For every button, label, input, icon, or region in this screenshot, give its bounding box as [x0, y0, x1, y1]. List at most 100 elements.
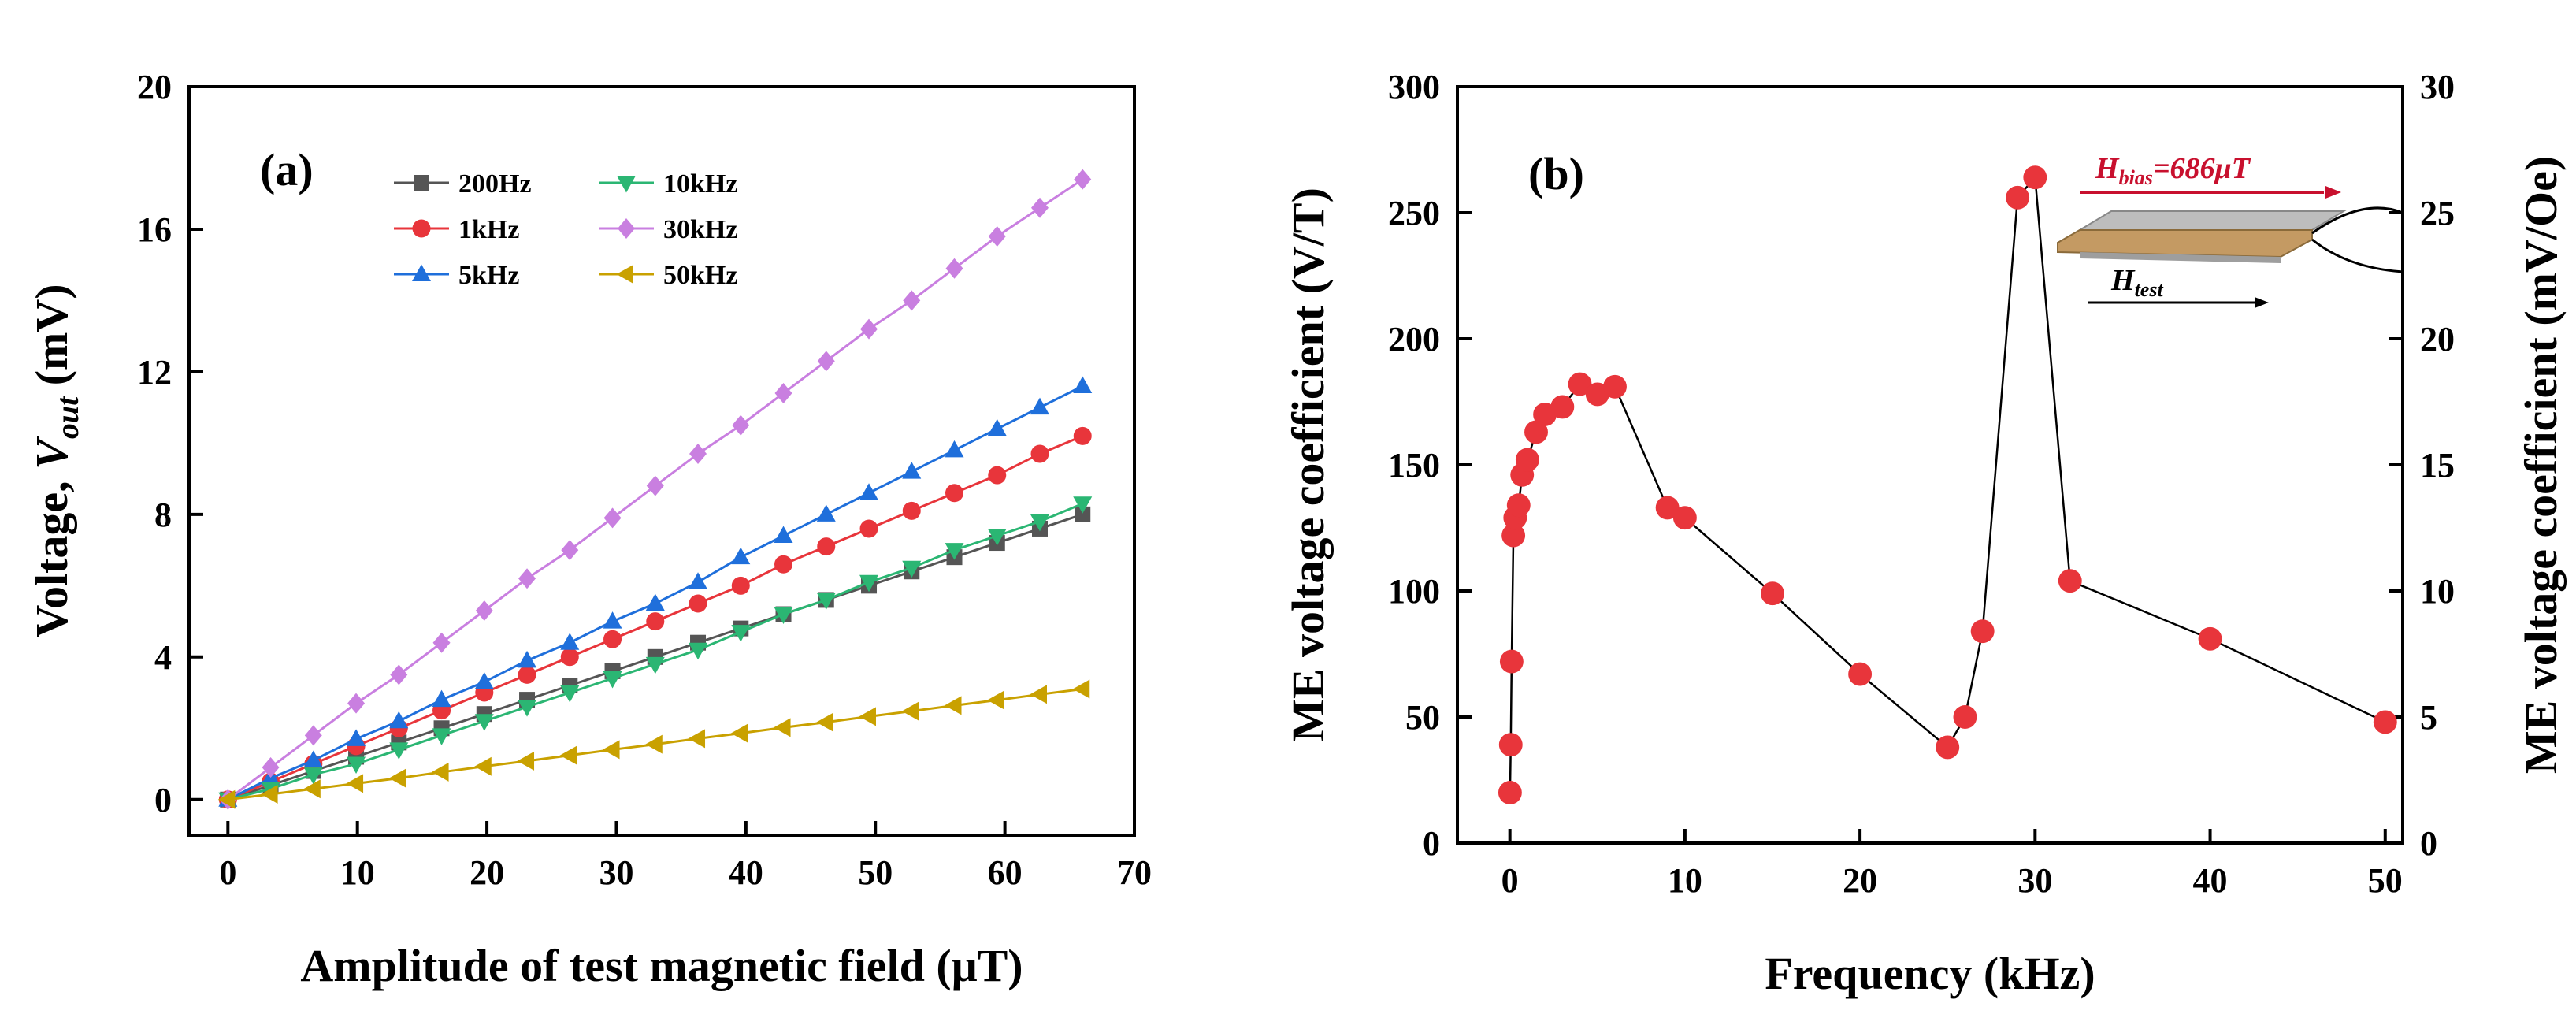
htest-arrowhead [2255, 297, 2269, 308]
data-point [432, 689, 451, 708]
data-point [2373, 710, 2397, 734]
panel-a-x-tick-label: 10 [340, 853, 375, 892]
panel-a-x-ticks: 0 10 20 30 40 50 60 70 [219, 821, 1152, 892]
data-point [1030, 685, 1047, 704]
legend-item-200Hz: 200Hz [394, 169, 532, 199]
data-point [688, 729, 706, 749]
data-point [774, 718, 791, 737]
data-point [2058, 569, 2082, 593]
panel-b-plot-frame [1456, 85, 2404, 845]
panel-a-x-tick-label: 50 [858, 853, 893, 892]
data-point [261, 784, 278, 804]
panel-a-x-tick-label: 60 [988, 853, 1023, 892]
data-point [475, 600, 493, 621]
panel-b-y-axis-title-right: ME voltage coefficient (mV/Oe) [2515, 156, 2567, 774]
hbias-label: Hbias=686μT [2095, 152, 2251, 189]
htest-label: Htest [2110, 264, 2163, 301]
data-point [1936, 735, 1960, 760]
panel-b-inset-schematic: Hbias=686μT Htest [2057, 152, 2403, 308]
panel-b-y-tick-label: 50 [1405, 698, 1440, 737]
panel-a-y-tick-label: 16 [137, 210, 172, 249]
panel-b-y-tick-label: 100 [1388, 572, 1440, 611]
panel-b-x-tick-label: 10 [1668, 861, 1702, 900]
data-point [347, 729, 366, 746]
data-point [1515, 448, 1539, 472]
data-point [561, 540, 579, 561]
data-point [1498, 733, 1523, 757]
panel-b-y-tick-label-right: 20 [2420, 320, 2455, 358]
panel-b-y-ticks-right: 0 5 10 15 20 25 30 [2389, 68, 2455, 863]
panel-a-y-tick-label: 20 [137, 68, 172, 106]
series-line [1509, 175, 2386, 793]
data-point [646, 612, 665, 631]
data-point [988, 226, 1006, 247]
data-point [645, 593, 665, 611]
data-point [1524, 420, 1548, 444]
data-point [2023, 165, 2047, 190]
data-point [1970, 619, 1995, 644]
legend-marker [412, 219, 431, 238]
panel-a-x-tick-label: 0 [219, 853, 236, 892]
data-point [902, 462, 922, 479]
data-point [388, 768, 406, 788]
data-point [774, 555, 793, 574]
data-point [603, 507, 622, 529]
series-50kHz [217, 679, 1090, 809]
data-point [2006, 185, 2030, 210]
panel-b-y-axis-title: ME voltage coefficient (V/T) [1282, 188, 1334, 742]
data-point [1672, 506, 1697, 530]
data-point [432, 632, 451, 653]
legend-item-30kHz: 30kHz [599, 215, 737, 244]
data-point [474, 671, 494, 689]
data-point [1030, 514, 1049, 532]
data-point [517, 751, 535, 771]
data-point [1568, 372, 1592, 396]
legend-marker [616, 265, 633, 284]
panel-a-series-group [217, 169, 1093, 810]
data-point [859, 574, 879, 593]
data-point [390, 664, 408, 685]
data-point [731, 625, 751, 642]
data-point [1030, 444, 1049, 463]
panel-a-y-tick-label: 0 [154, 781, 172, 819]
legend-item-1kHz: 1kHz [394, 215, 519, 244]
panel-b-x-axis-title: Frequency (kHz) [1765, 948, 2095, 999]
data-point [945, 696, 962, 715]
legend-label: 5kHz [458, 261, 519, 290]
panel-b-y-tick-label: 0 [1423, 824, 1440, 863]
series-me-coefficient [1498, 165, 2397, 804]
panel-b-x-tick-label: 50 [2368, 861, 2403, 900]
data-point [945, 543, 964, 560]
data-point [1075, 506, 1091, 522]
data-point [816, 712, 833, 732]
panel-b-y-tick-label: 150 [1388, 446, 1440, 485]
data-point [518, 665, 536, 684]
data-point [347, 756, 366, 775]
data-point [774, 526, 793, 543]
sample-bottom-layer [2080, 252, 2281, 263]
data-point [689, 443, 707, 464]
data-point [1073, 376, 1093, 393]
panel-a-y-tick-label: 8 [154, 496, 172, 534]
data-point [689, 572, 708, 589]
data-point [645, 734, 663, 754]
data-point [432, 728, 451, 745]
data-point [859, 519, 878, 538]
data-point [902, 501, 921, 520]
data-point [1074, 169, 1092, 190]
panel-b-y-ticks: 0 50 100 150 200 250 300 [1388, 68, 1472, 863]
panel-a-y-ticks: 0 4 8 12 16 20 [137, 68, 203, 819]
data-point [945, 440, 964, 458]
data-point [303, 767, 323, 785]
data-point [303, 779, 321, 799]
data-point [518, 650, 537, 668]
data-point [560, 633, 580, 650]
data-point [1499, 649, 1524, 674]
data-point [945, 484, 964, 503]
data-point [559, 745, 577, 765]
series-5kHz [218, 376, 1093, 807]
series-1kHz [218, 426, 1092, 809]
legend-label: 200Hz [458, 169, 532, 199]
data-point [689, 642, 708, 660]
